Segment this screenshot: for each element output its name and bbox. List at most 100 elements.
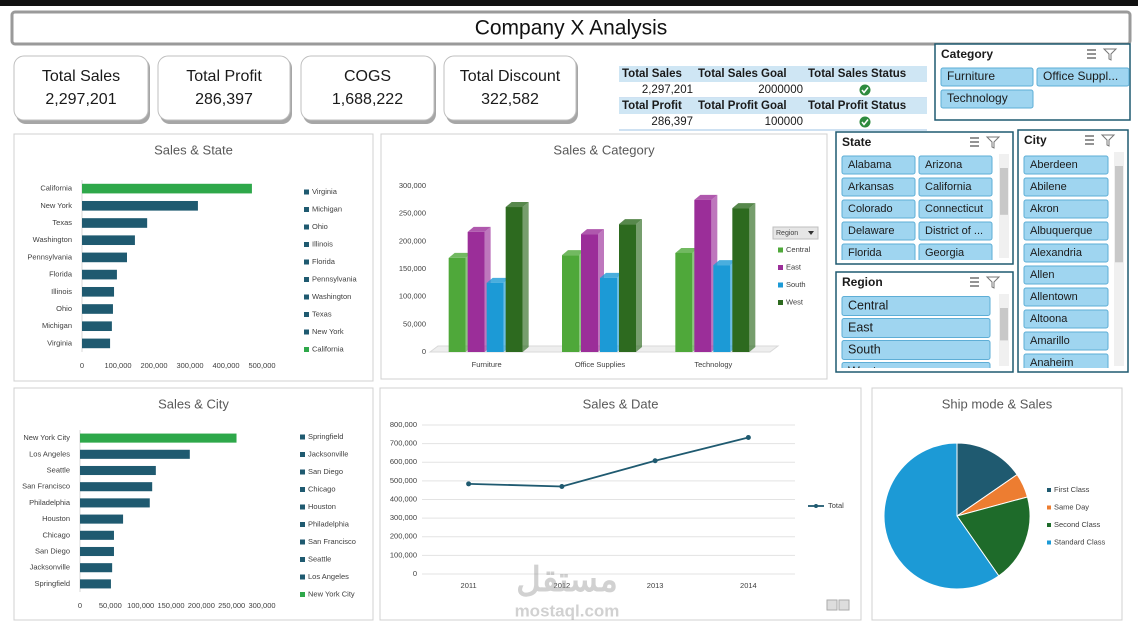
slicer-item[interactable] [1023,331,1109,351]
slicer-item-label[interactable]: South [848,342,881,356]
x-tick-label: 200,000 [140,361,167,370]
legend-label: Texas [312,309,332,318]
slicer-item-label[interactable]: Central [848,298,888,312]
legend-title-box[interactable] [772,226,819,240]
scroll-thumb[interactable] [1115,166,1123,263]
y-category-label: San Diego [35,546,70,555]
slicer-item[interactable] [1023,265,1109,285]
bar [80,546,114,557]
slicer-item[interactable] [940,89,1034,109]
goal-value: 286,397 [651,116,693,128]
slicer-item-label[interactable]: Arkansas [848,181,894,193]
slicer-items: Alabama Arizona Arkansas California Colorado… [841,155,993,262]
slicer-item-label[interactable]: Georgia [925,247,965,259]
slicer-item-label[interactable]: Technology [947,91,1008,105]
dropdown-arrow[interactable] [808,231,814,235]
slicer-item-label[interactable]: Delaware [848,225,894,237]
y-tick-label: 300,000 [399,181,426,190]
slicer-item-label[interactable]: Florida [848,247,883,259]
y-tick-label: 150,000 [399,264,426,273]
kpi-label: Total Discount [460,68,561,85]
slicer-item[interactable] [1023,221,1109,241]
clear-filter-icon[interactable] [985,136,1001,149]
slicer-item[interactable] [1023,287,1109,307]
multi-select-icon[interactable] [970,277,979,287]
slicer-item[interactable] [841,221,916,241]
slicer-item[interactable] [841,296,991,316]
multi-select-icon[interactable] [1087,49,1096,59]
pie-slice [883,442,1000,590]
slicer-item[interactable] [841,362,991,382]
slicer-item-label[interactable]: Connecticut [925,203,983,215]
multi-select-icon[interactable] [970,137,979,147]
slicer-item-label[interactable]: East [848,320,874,334]
slicer-item-label[interactable]: Abilene [1030,181,1067,193]
slicer-item[interactable] [1023,177,1109,197]
slicer-item[interactable] [1036,67,1130,87]
legend-swatch [300,522,305,527]
slicer-item[interactable] [841,177,916,197]
zoom-out[interactable] [838,599,850,611]
slicer-item-label[interactable]: Colorado [848,203,893,215]
y-tick-label: 250,000 [399,209,426,218]
slicer-item-label[interactable]: Alexandria [1030,247,1083,259]
slicer-item[interactable] [841,155,916,175]
slicer-item[interactable] [1023,353,1109,372]
chart-title: Ship mode & Sales [942,396,1053,411]
goal-value: 2000000 [758,84,803,96]
slicer-item[interactable] [918,243,993,262]
slicer-item-label[interactable]: Alabama [848,159,892,171]
x-tick-label: 200,000 [188,601,215,610]
slicer-item[interactable] [918,155,993,175]
bar-top [581,229,604,235]
legend-swatch [778,265,783,270]
slicer-item[interactable] [841,318,991,338]
clear-filter-icon[interactable] [985,276,1001,289]
legend-title[interactable]: Region [776,230,798,237]
slicer-item[interactable] [918,177,993,197]
slicer-item-label[interactable]: District of ... [925,225,983,237]
slicer-item[interactable] [1023,309,1109,329]
slicer-item[interactable] [918,199,993,219]
multi-select-icon[interactable] [1085,135,1094,145]
bar [675,252,693,352]
slicer-item-label[interactable]: West [848,364,877,378]
slicer-item-label[interactable]: Arizona [925,159,963,171]
slicer-item[interactable] [940,67,1034,87]
slicer-item[interactable] [841,199,916,219]
x-tick-label: 0 [78,601,82,610]
slicer-item[interactable] [841,340,991,360]
slicer-item-label[interactable]: Aberdeen [1030,159,1078,171]
slicer-item-label[interactable]: Office Suppl... [1043,69,1118,83]
slicer-item[interactable] [1023,155,1109,175]
legend-swatch [304,329,309,335]
legend-label: Illinois [312,239,333,248]
legend-swatch [1047,540,1051,545]
slicer-item-label[interactable]: Altoona [1030,313,1068,325]
bar-side [636,219,642,352]
slicer-item-label[interactable]: Anaheim [1030,357,1073,369]
y-category-label: Seattle [47,465,70,474]
clear-filter-icon[interactable] [1102,48,1118,61]
slicer-item[interactable] [841,243,916,262]
slicer-items: Central East South West [841,296,991,382]
scroll-thumb[interactable] [1000,308,1008,341]
slicer-item-label[interactable]: Allentown [1030,291,1078,303]
slicer-item[interactable] [1023,199,1109,219]
slicer-item-label[interactable]: Akron [1030,203,1059,215]
bar-top [486,277,510,283]
slicer-item[interactable] [1023,243,1109,263]
scroll-thumb[interactable] [1000,168,1008,215]
slicer-item-label[interactable]: Furniture [947,69,995,83]
legend-label: San Diego [308,467,343,476]
clear-filter-icon[interactable] [1100,134,1116,147]
slicer-item-label[interactable]: California [925,181,972,193]
y-tick-label: 0 [422,347,426,356]
zoom-in[interactable] [826,599,838,611]
slicer-item[interactable] [918,221,993,241]
slicer-item-label[interactable]: Albuquerque [1030,225,1092,237]
slicer-item-label[interactable]: Allen [1030,269,1054,281]
bar [80,514,124,524]
status-icon [859,84,871,96]
slicer-item-label[interactable]: Amarillo [1030,335,1070,347]
